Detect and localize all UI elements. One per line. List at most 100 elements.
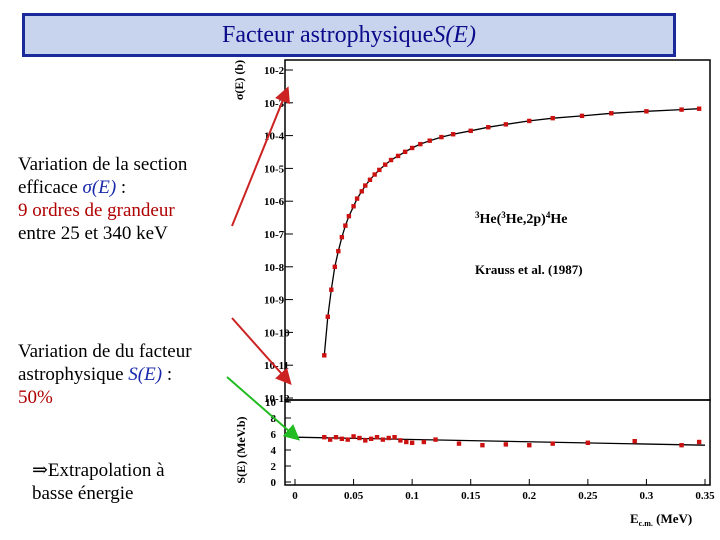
lower-data-point	[357, 435, 362, 441]
factor-note-line-3: 50%	[18, 387, 53, 408]
lower-data-point	[368, 436, 374, 441]
upper-data-point	[402, 149, 408, 155]
arrow-to-s-factor	[226, 376, 301, 441]
slide-title-text: Facteur astrophysique	[222, 21, 434, 48]
lower-data-point	[632, 439, 637, 444]
upper-data-point	[679, 107, 684, 112]
upper-data-point	[354, 196, 360, 201]
sigma-argument: (E)	[91, 177, 117, 198]
lower-data-point	[386, 435, 391, 441]
lower-data-point	[327, 437, 333, 442]
upper-data-point	[503, 122, 509, 127]
lower-points	[294, 434, 706, 448]
upper-data-point	[609, 111, 614, 116]
upper-ytick-label: 10-2	[264, 65, 285, 77]
lower-data-point	[322, 435, 327, 440]
section-colon: :	[116, 177, 127, 198]
upper-ylabel: σ(E) (b)	[232, 60, 246, 100]
lower-data-point	[351, 434, 356, 439]
upper-data-point	[367, 177, 373, 182]
upper-data-point	[550, 115, 555, 121]
lower-ytick-label: 6	[271, 429, 277, 441]
upper-data-point	[579, 113, 585, 119]
upper-data-point	[383, 162, 388, 167]
lower-data-point	[380, 437, 386, 442]
upper-data-point	[351, 204, 356, 209]
upper-data-point	[359, 189, 364, 194]
upper-data-point	[450, 132, 456, 137]
upper-data-point	[696, 106, 702, 111]
upper-ytick-label: 10-9	[264, 295, 285, 307]
upper-data-point	[329, 287, 334, 292]
factor-note: Variation de du facteur astrophysique S(…	[18, 340, 192, 409]
lower-data-point	[480, 443, 485, 448]
lower-data-point	[433, 437, 438, 442]
upper-ytick-label: 10-12	[264, 393, 290, 405]
lower-xtick-label: 0	[292, 490, 298, 502]
upper-data-point	[486, 125, 491, 130]
lower-xtick-label: 0.3	[640, 490, 654, 502]
slide-title-italic: S(E)	[433, 21, 476, 48]
upper-data-point	[343, 223, 348, 228]
lower-data-point	[421, 439, 427, 445]
upper-data-point	[346, 213, 352, 219]
upper-data-point	[377, 167, 382, 173]
lower-xtick-label: 0.15	[461, 490, 481, 502]
upper-data-point	[395, 153, 401, 159]
lower-data-point	[398, 438, 403, 443]
upper-ytick-label: 10-7	[264, 229, 285, 241]
upper-data-point	[439, 134, 444, 140]
lower-data-point	[404, 439, 409, 445]
x-axis-label: Ec.m. (MeV)	[630, 511, 692, 528]
lower-data-point	[345, 437, 350, 442]
factor-note-line-1: Variation de du facteur	[18, 341, 192, 362]
arrow-to-top	[231, 86, 290, 227]
upper-data-point	[322, 353, 327, 358]
lower-data-point	[374, 435, 380, 440]
lower-xtick-label: 0.05	[344, 490, 364, 502]
reaction-p3: 3	[501, 210, 506, 220]
factor-symbol: S(E)	[128, 364, 163, 385]
lower-frame	[284, 399, 711, 486]
upper-ytick-label: 10-5	[264, 163, 285, 175]
reaction-label: 3He(3He,2p)4He	[475, 210, 567, 227]
section-note-line-1: Variation de la section	[18, 154, 188, 175]
upper-ytick-label: 10-6	[264, 196, 285, 208]
upper-data-point	[644, 109, 649, 114]
lower-data-point	[679, 443, 684, 448]
lower-fit-line	[294, 436, 706, 446]
upper-data-point	[427, 138, 432, 143]
lower-ytick-label: 8	[271, 413, 277, 425]
implies-arrow-icon: ⇒	[32, 460, 48, 481]
upper-data-point	[409, 145, 415, 151]
lower-ytick-label: 2	[271, 461, 277, 473]
section-note-line-4: entre 25 et 340 keV	[18, 223, 168, 244]
upper-data-point	[336, 248, 341, 254]
section-note-line-3: 9 ordres de grandeur	[18, 200, 175, 221]
section-note-text: efficace	[18, 177, 83, 198]
lower-xtick-label: 0.35	[695, 490, 715, 502]
upper-data-point	[372, 172, 377, 177]
upper-data-point	[418, 141, 423, 147]
upper-points	[322, 106, 702, 358]
lower-data-point	[550, 441, 555, 446]
lower-ytick-label: 10	[265, 397, 277, 409]
upper-y-ticks: 10-210-310-410-510-610-710-810-910-1010-…	[264, 65, 293, 405]
lower-ytick-label: 0	[271, 477, 277, 489]
lower-ytick-label: 4	[271, 445, 277, 457]
lower-xtick-label: 0.1	[405, 490, 419, 502]
lower-data-point	[363, 438, 368, 443]
lower-data-point	[339, 436, 345, 441]
extrapolation-line-2: basse énergie	[32, 483, 134, 504]
lower-x-ticks: 0 0.05 0.1 0.15 0.2 0.25 0.3 0.35	[292, 479, 715, 502]
lower-y-ticks: 10 8 6 4 2 0	[265, 397, 291, 489]
upper-data-point	[468, 128, 473, 134]
upper-data-point	[527, 118, 532, 124]
section-note: Variation de la section efficace σ(E) : …	[18, 153, 187, 245]
upper-data-point	[363, 183, 368, 188]
factor-note-text: astrophysique	[18, 364, 129, 385]
lower-xtick-label: 0.2	[522, 490, 536, 502]
upper-panel: σ(E) (b) 10-210-310-410-510-610-710-810-…	[232, 59, 711, 405]
extrapolation-line-1: ⇒Extrapolation à	[32, 459, 165, 482]
